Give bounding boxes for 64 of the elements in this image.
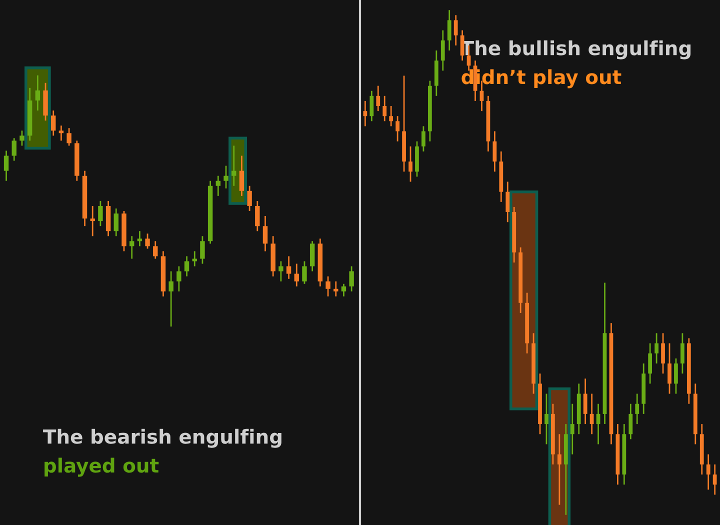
candlestick [176, 266, 182, 292]
candlestick [184, 256, 190, 278]
candlestick [635, 393, 640, 425]
text: The bearish engulfing [43, 428, 282, 448]
candlestick [341, 283, 346, 298]
candlestick [247, 185, 252, 212]
candlestick [137, 230, 142, 247]
candlestick [129, 235, 134, 260]
candlestick [98, 200, 103, 227]
candlestick [35, 74, 40, 112]
candlestick [712, 464, 717, 496]
candlestick [278, 260, 284, 282]
candlestick [326, 276, 330, 298]
candlestick [310, 240, 315, 272]
candlestick [145, 232, 150, 250]
candlestick [286, 256, 292, 280]
candlestick [674, 358, 678, 394]
text: played out [44, 458, 159, 477]
candlestick [168, 270, 174, 328]
candlestick [583, 378, 588, 425]
candlestick [680, 332, 684, 374]
candlestick [706, 454, 710, 490]
candlestick [90, 205, 95, 237]
candlestick [58, 124, 64, 142]
candlestick [557, 433, 562, 506]
candlestick [302, 260, 307, 285]
candlestick [66, 127, 72, 146]
candlestick [408, 146, 412, 182]
candlestick [192, 250, 197, 267]
candlestick [363, 100, 368, 127]
candlestick [231, 145, 236, 187]
candlestick [239, 155, 244, 197]
candlestick [334, 280, 338, 298]
candlestick [396, 115, 400, 142]
candlestick [628, 403, 633, 440]
candlestick [4, 150, 9, 182]
candlestick [294, 263, 299, 288]
candlestick [440, 30, 445, 72]
candlestick [216, 175, 221, 197]
candlestick [492, 130, 497, 172]
candlestick [349, 266, 354, 292]
candlestick [224, 165, 228, 190]
candlestick [153, 240, 158, 260]
candlestick [200, 235, 205, 264]
candlestick [422, 126, 426, 152]
candlestick [389, 105, 394, 127]
candlestick [506, 181, 510, 223]
candlestick [370, 90, 374, 122]
candlestick [654, 332, 658, 364]
candlestick [51, 110, 56, 136]
candlestick [544, 393, 548, 445]
candlestick [382, 95, 387, 122]
candlestick [454, 14, 458, 46]
candlestick [570, 403, 574, 456]
candlestick [12, 137, 16, 162]
candlestick [661, 332, 665, 374]
candlestick [648, 342, 652, 384]
candlestick [376, 85, 380, 112]
candlestick [668, 342, 672, 394]
candlestick [114, 208, 118, 237]
candlestick [262, 215, 268, 252]
candlestick [255, 200, 260, 232]
candlestick [20, 130, 24, 146]
candlestick [447, 9, 452, 52]
